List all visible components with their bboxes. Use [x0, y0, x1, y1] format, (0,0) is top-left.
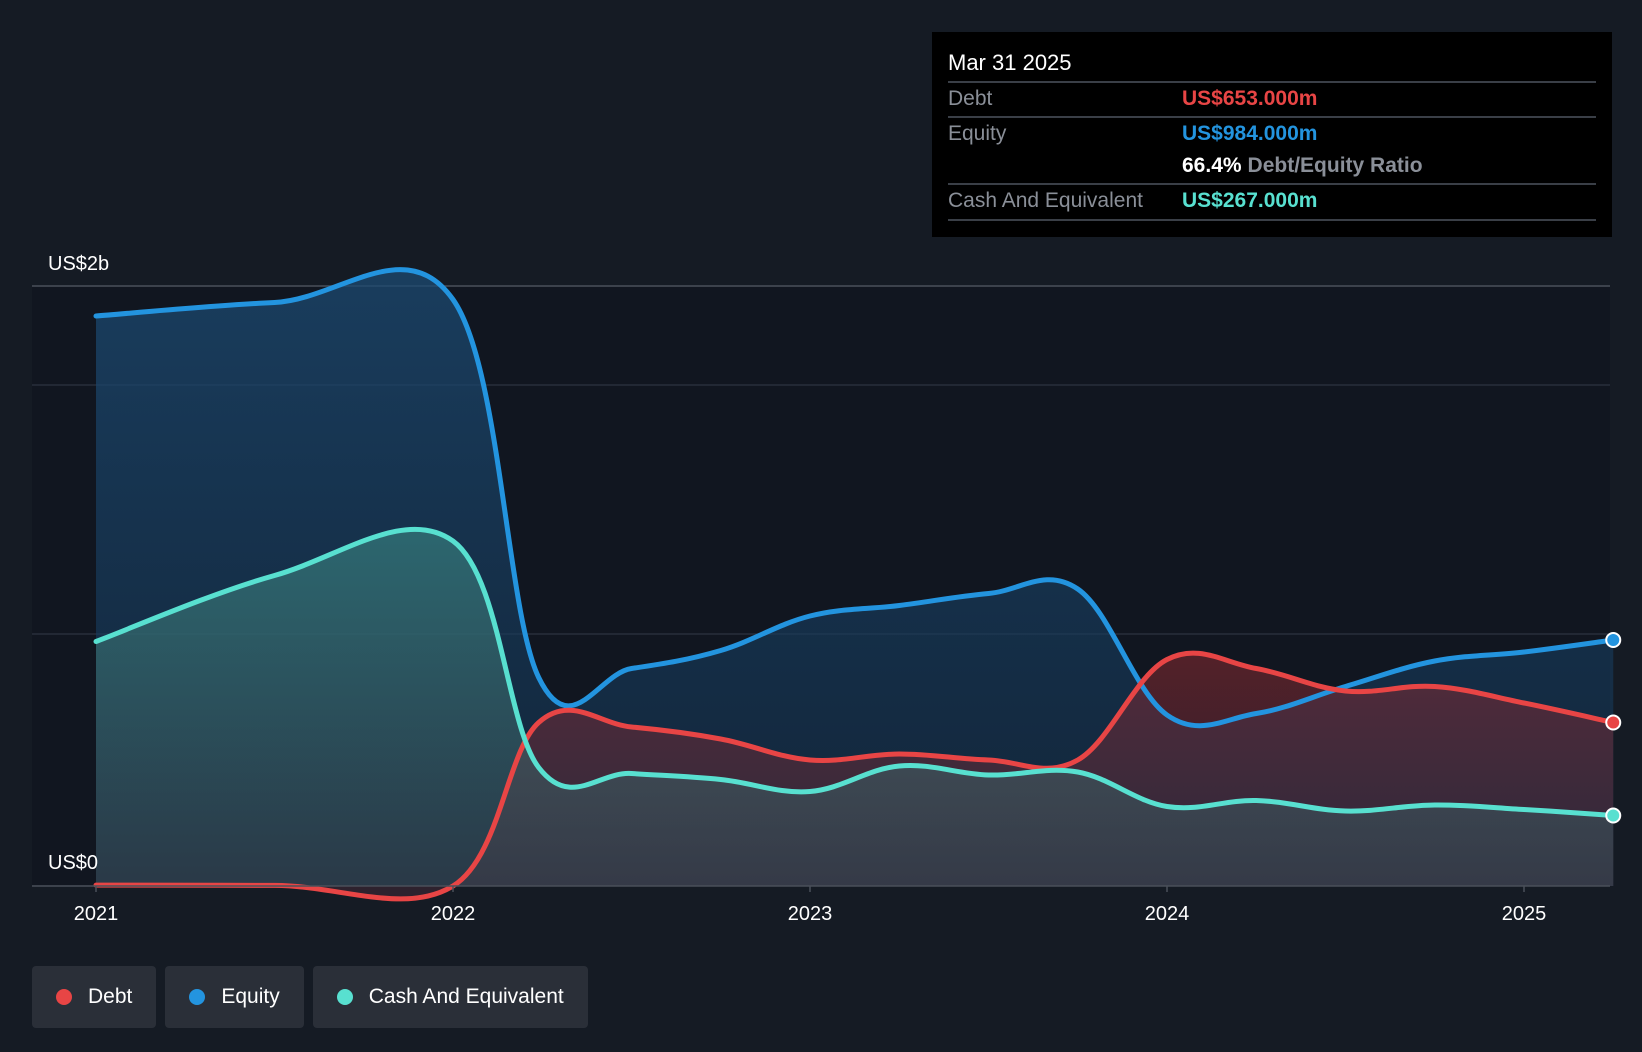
tooltip-equity-value: US$984.000m [1182, 122, 1318, 145]
tooltip-cash-value: US$267.000m [1182, 189, 1318, 212]
tooltip-panel: Mar 31 2025 Debt US$653.000m Equity US$9… [932, 32, 1612, 237]
end-markers [1605, 632, 1622, 824]
cash-and-equivalent-end-point[interactable] [1605, 807, 1622, 824]
tooltip-row-cash: Cash And Equivalent US$267.000m [948, 183, 1596, 221]
series-areas [96, 269, 1614, 899]
legend-cash-dot-icon [336, 989, 353, 1005]
legend-item-equity[interactable]: Equity [165, 966, 304, 1028]
tooltip-debt-value: US$653.000m [1182, 87, 1318, 110]
x-tick-label: 2024 [1145, 903, 1190, 925]
x-tick-label: 2022 [431, 903, 476, 925]
x-axis: 2021 2022 2023 2024 2025 [32, 885, 1610, 925]
debt-end-point[interactable] [1605, 714, 1622, 731]
tooltip-ratio: 66.4% Debt/Equity Ratio [1182, 154, 1423, 178]
tooltip-row-debt: Debt US$653.000m [948, 81, 1596, 117]
legend-item-cash[interactable]: Cash And Equivalent [312, 966, 588, 1028]
legend-item-debt[interactable]: Debt [32, 966, 157, 1028]
x-tick-label: 2025 [1502, 903, 1547, 925]
cash-and-equivalent-area [96, 529, 1614, 886]
legend-equity-dot-icon [189, 989, 206, 1005]
tooltip-row-equity: Equity US$984.000m [948, 116, 1596, 152]
tooltip-ratio-label: Debt/Equity Ratio [1247, 154, 1423, 177]
y-top-label: US$2b [48, 253, 109, 275]
x-tick-label: 2021 [74, 903, 119, 925]
legend-debt-dot-icon [56, 989, 72, 1005]
equity-end-point[interactable] [1605, 632, 1622, 648]
tooltip-ratio-value: 66.4% [1182, 154, 1242, 177]
legend-debt-label: Debt [88, 985, 133, 1008]
legend-cash-label: Cash And Equivalent [368, 985, 564, 1008]
tooltip-row-ratio: 66.4% Debt/Equity Ratio [948, 150, 1596, 184]
legend-equity-label: Equity [221, 985, 280, 1008]
tooltip-equity-label: Equity [948, 122, 1007, 145]
x-tick-label: 2023 [788, 903, 833, 925]
equity-line [93, 267, 1616, 729]
tooltip-cash-label: Cash And Equivalent [948, 189, 1143, 212]
tooltip-date: Mar 31 2025 [948, 50, 1072, 75]
tooltip-debt-label: Debt [948, 87, 993, 110]
cash-and-equivalent-line [93, 526, 1616, 818]
y-bottom-label: US$0 [48, 852, 98, 874]
legend: Debt Equity Cash And Equivalent [32, 966, 588, 1028]
